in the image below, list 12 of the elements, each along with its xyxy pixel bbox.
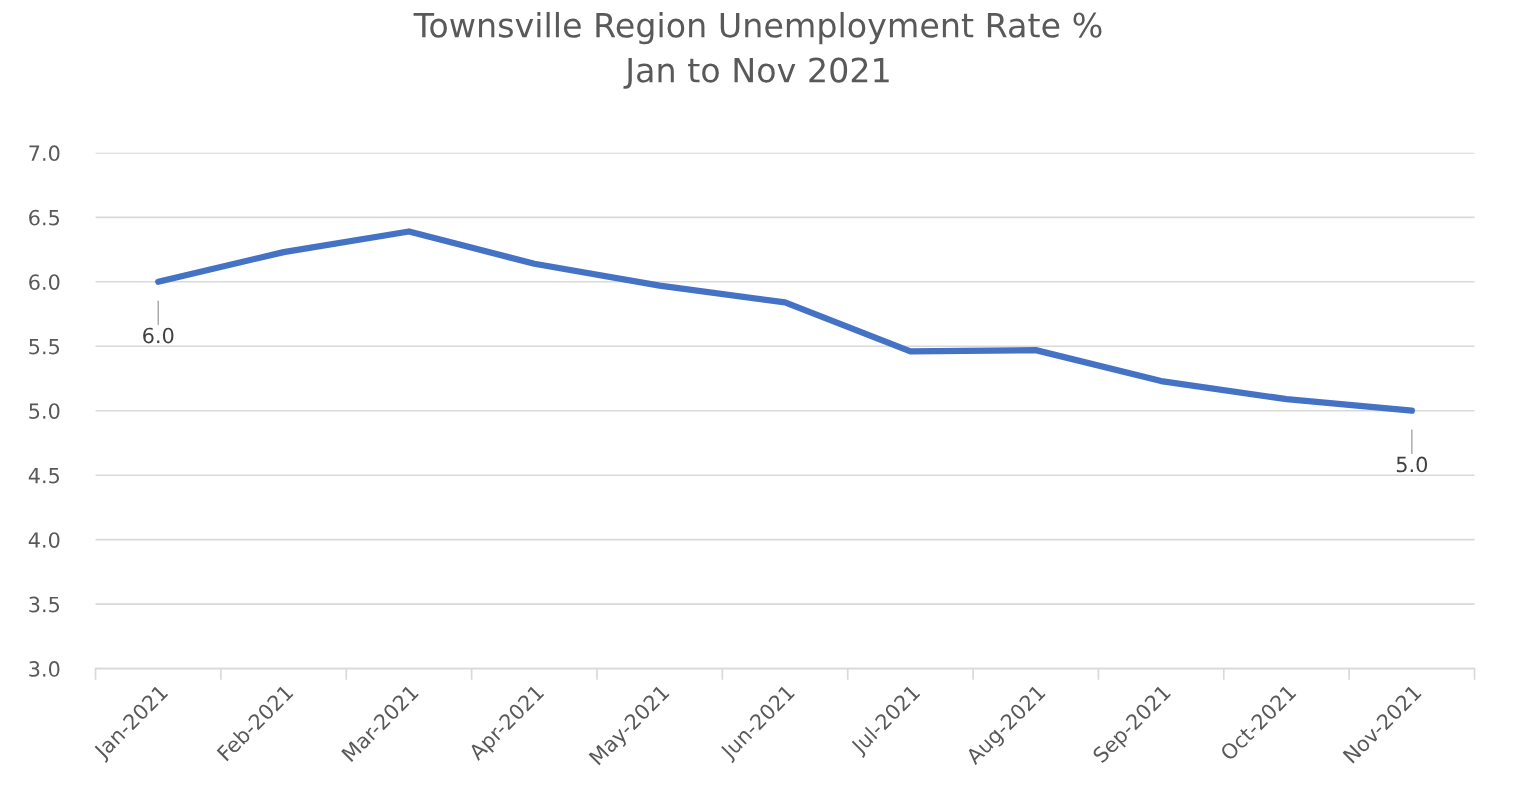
data-label: 6.0 — [143, 327, 174, 344]
y-tick-label: 5.0 — [29, 403, 60, 419]
y-tick-label: 4.0 — [28, 532, 60, 548]
y-tick-label: 7.0 — [29, 145, 60, 162]
y-tick-label: 3.5 — [29, 596, 60, 613]
y-tick-label: 5.5 — [29, 338, 60, 355]
y-tick-label: 3.0 — [29, 661, 60, 677]
y-tick-label: 6.5 — [29, 209, 60, 226]
y-tick-label: 4.5 — [28, 467, 60, 484]
y-tick-label: 6.0 — [29, 274, 60, 290]
chart-title: Townsville Region Unemployment Rate % Jan to Nov 2021 — [413, 11, 1102, 89]
data-label: 5.0 — [1396, 456, 1428, 473]
